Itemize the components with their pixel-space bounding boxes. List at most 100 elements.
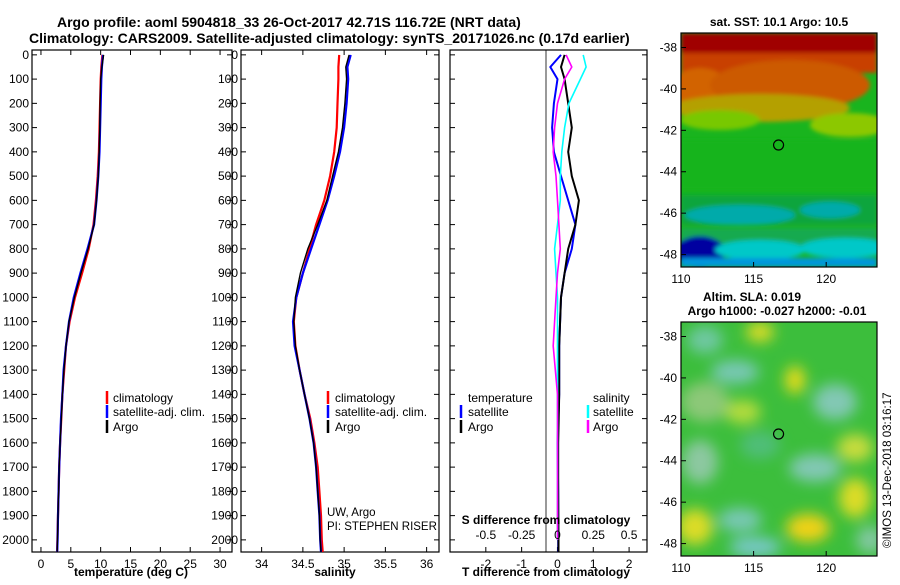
difference-panel: -2 -1 0 1 2 T difference from climatology S … [449,49,648,579]
map-x-tick-label: 110 [671,272,690,286]
sst-map-ticks: 110 115 120 -38 -40 -42 -44 -46 -48 [660,40,837,286]
x-tick-label: 10 [94,557,108,571]
depth-tick-label: 1500 [211,412,238,426]
series-line-argo [293,54,350,552]
sst-map-panel: sat. SST: 10.1 Argo: 10.5 [660,15,878,286]
difference-plot-area [449,49,648,553]
map-x-tick-label: 115 [744,561,763,575]
map-y-tick-label: -40 [660,371,678,385]
salinity-depth-ticks: 0 100 200 300 400 500 600 700 800 900 1000 1100 1200… [211,48,439,547]
depth-tick-label: 600 [9,193,29,207]
map-y-tick-label: -42 [660,412,678,426]
x-tick-label: 30 [213,557,227,571]
difference-xlabel: T difference from climatology [462,565,630,579]
depth-tick-label: 1400 [211,387,238,401]
difference-lines [549,54,587,552]
x-tick-label: -1 [516,557,527,571]
x-tick-label: 5 [67,557,74,571]
depth-tick-label: 100 [9,72,29,86]
s-diff-tick-label: 0.5 [621,528,638,542]
map-y-tick-label: -48 [660,537,678,551]
legend-satellite-label: satellite-adj. clim. [113,405,205,419]
depth-tick-label: 1400 [2,387,29,401]
depth-tick-label: 800 [9,242,29,256]
figure-title-line2: Climatology: CARS2009. Satellite-adjuste… [29,30,630,46]
depth-tick-label: 700 [218,218,238,232]
depth-tick-label: 1200 [2,339,29,353]
map-y-tick-label: -40 [660,82,678,96]
legend-s-satellite-label: satellite [593,405,634,419]
difference-depth-ticks [450,54,647,541]
depth-tick-label: 500 [218,169,238,183]
map-y-tick-label: -46 [660,206,678,220]
depth-tick-label: 200 [218,96,238,110]
depth-tick-label: 1600 [211,436,238,450]
depth-tick-label: 600 [218,193,238,207]
depth-tick-label: 1100 [3,315,29,329]
sla-map-title: Altim. SLA: 0.019 [703,290,801,304]
x-tick-label: 35 [337,557,351,571]
depth-tick-label: 300 [218,121,238,135]
depth-tick-label: 1100 [212,315,238,329]
salinity-x-ticks: 34 34.5 35 35.5 36 [255,50,434,571]
legend-climatology-label: climatology [335,391,395,405]
temperature-panel: 0100200300400500600700800900100011001200… [2,48,233,579]
map-y-tick-label: -38 [660,329,678,343]
salinity-legend: climatology satellite-adj. clim. Argo [326,391,427,434]
sla-map-ticks: 110 115 120 -38 -40 -42 -44 -46 -48 [660,329,837,575]
x-tick-label: 35.5 [374,557,398,571]
map-x-tick-label: 120 [816,561,836,575]
depth-tick-label: 1500 [2,412,29,426]
salinity-lines [291,54,352,552]
map-y-tick-label: -38 [660,40,678,54]
depth-tick-label: 400 [9,145,29,159]
depth-tick-label: 900 [9,266,29,280]
legend-t-argo-label: Argo [468,420,494,434]
depth-tick-label: 1600 [2,436,29,450]
map-x-tick-label: 115 [744,272,763,286]
x-tick-label: 25 [184,557,198,571]
x-tick-label: 36 [420,557,434,571]
depth-tick-label: 0 [22,48,29,62]
pi-annotation: PI: STEPHEN RISER [327,521,437,533]
temperature-depth-ticks: 0 100 200 300 400 500 600 700 800 900 1000 1100 1200… [2,48,232,547]
salinity-difference-xlabel: S difference from climatology [462,513,631,527]
salinity-difference-ticks: -0.5 -0.25 0 0.25 0.5 [475,528,637,542]
s-diff-tick-label: -0.25 [508,528,536,542]
salinity-plot-area [240,49,440,553]
series-line-s-satellite [553,54,587,540]
sla-map-title2: Argo h1000: -0.027 h2000: -0.01 [688,304,867,318]
depth-tick-label: 800 [218,242,238,256]
series-line-satellite-adj-clim- [56,54,105,552]
x-tick-label: 0 [38,557,45,571]
map-x-tick-label: 120 [816,272,836,286]
depth-tick-label: 1300 [211,363,238,377]
depth-tick-label: 1000 [211,290,238,304]
depth-tick-label: 1900 [211,509,238,523]
legend-s-argo-label: Argo [593,420,619,434]
x-tick-label: 20 [154,557,168,571]
salinity-xlabel: salinity [314,565,356,579]
depth-tick-label: 2000 [2,533,29,547]
x-tick-label: 34.5 [291,557,315,571]
legend-argo-label: Argo [113,420,139,434]
depth-tick-label: 500 [9,169,29,183]
depth-tick-label: 100 [218,72,238,86]
legend-satellite-label: satellite-adj. clim. [335,405,427,419]
sla-argo-position-marker [772,428,785,440]
temperature-legend: climatology satellite-adj. clim. Argo [105,391,205,434]
salinity-panel: 0 100 200 300 400 500 600 700 800 900 1000 1100 1200… [211,48,440,579]
x-tick-label: 2 [626,557,633,571]
depth-tick-label: 1300 [2,363,29,377]
sst-argo-position-marker [772,139,785,151]
legend-climatology-label: climatology [113,391,173,405]
map-y-tick-label: -46 [660,495,678,509]
temperature-x-ticks: 0 5 10 15 20 25 30 [38,50,227,571]
difference-legend: temperature satellite Argo salinity sate… [459,391,634,434]
series-line-t-argo [557,54,580,552]
map-y-tick-label: -44 [660,454,678,468]
legend-argo-label: Argo [335,420,361,434]
depth-tick-label: 1200 [211,339,238,353]
temperature-xlabel: temperature (deg C) [74,565,188,579]
